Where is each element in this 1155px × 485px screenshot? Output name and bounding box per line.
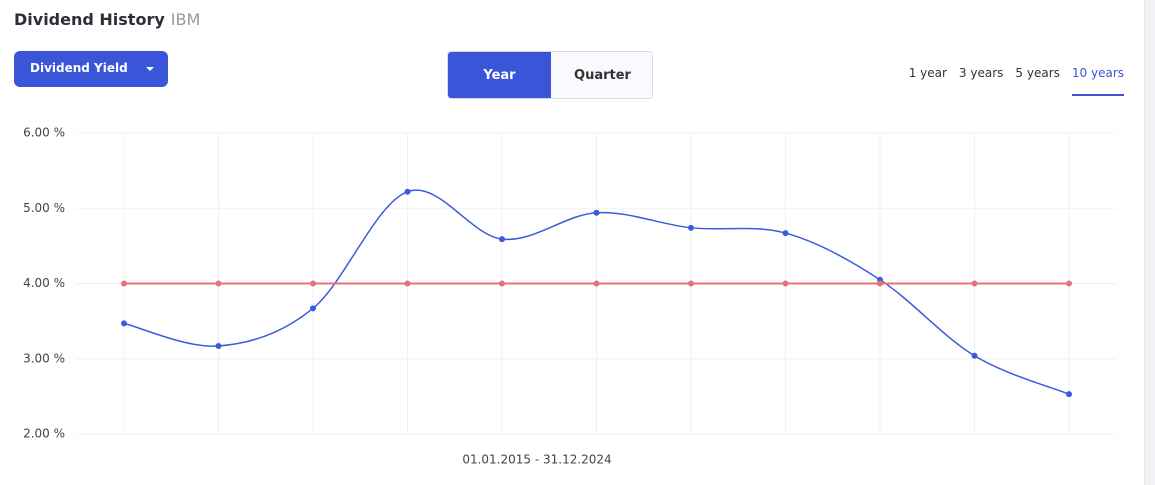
title: Dividend History IBM <box>14 10 200 29</box>
data-point <box>593 280 600 287</box>
data-point <box>404 280 411 287</box>
toggle-option[interactable]: Year <box>448 52 551 98</box>
period-tab[interactable]: 1 year <box>908 66 947 80</box>
metric-dropdown[interactable]: Dividend Yield <box>14 51 168 87</box>
x-axis-label: 01.01.2015 - 31.12.2024 <box>462 453 611 467</box>
data-point <box>404 188 411 195</box>
y-tick-label: 6.00 % <box>23 126 65 140</box>
data-point <box>121 280 127 287</box>
data-point <box>782 230 789 237</box>
y-tick-label: 2.00 % <box>23 427 65 441</box>
data-point <box>593 209 600 216</box>
data-point <box>1066 391 1072 398</box>
period-tab[interactable]: 3 years <box>958 66 1004 80</box>
data-point <box>121 320 127 327</box>
title-text: Dividend History <box>14 10 165 29</box>
caret <box>146 67 154 71</box>
y-tick-label: 3.00 % <box>23 351 65 365</box>
dropdown-label: Dividend Yield <box>30 61 128 75</box>
data-point <box>877 280 883 287</box>
data-point <box>499 280 505 287</box>
toggle-option[interactable]: Quarter <box>551 52 652 98</box>
data-point <box>215 342 222 349</box>
data-point <box>310 305 316 312</box>
data-point <box>971 352 978 359</box>
data-point <box>215 280 222 287</box>
y-tick-label: 4.00 % <box>23 276 65 290</box>
data-point <box>499 236 505 243</box>
period-tab[interactable]: 5 years <box>1015 66 1060 80</box>
view-toggle: Year Quarter <box>447 51 653 99</box>
ticker: IBM <box>170 10 201 29</box>
y-tick-label: 5.00 % <box>23 201 65 215</box>
period-tabs: 1 year 3 years 5 years 10 years <box>909 66 1124 96</box>
data-point <box>688 280 694 287</box>
period-tab[interactable]: 10 years <box>1071 66 1124 96</box>
scrollbar <box>1144 0 1155 485</box>
data-point <box>971 280 978 287</box>
data-point <box>310 280 316 287</box>
data-point <box>688 224 694 231</box>
data-point <box>1066 280 1072 287</box>
data-point <box>782 280 789 287</box>
series-line <box>123 189 1070 395</box>
